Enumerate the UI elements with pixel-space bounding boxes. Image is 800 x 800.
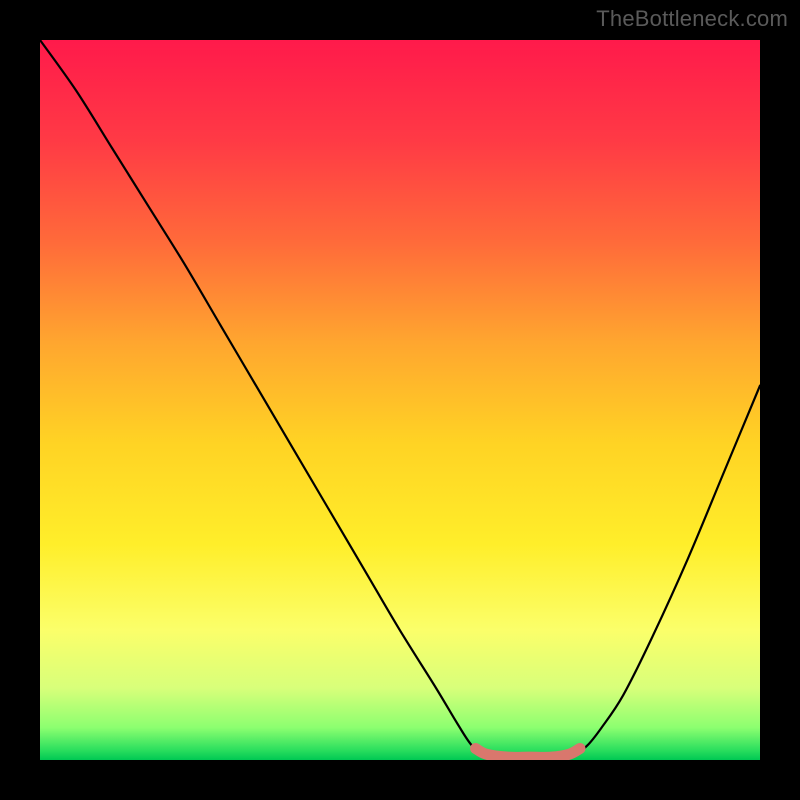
bottleneck-chart: TheBottleneck.com [0, 0, 800, 800]
gradient-background [40, 40, 760, 760]
watermark-text: TheBottleneck.com [596, 6, 788, 32]
chart-svg [0, 0, 800, 800]
